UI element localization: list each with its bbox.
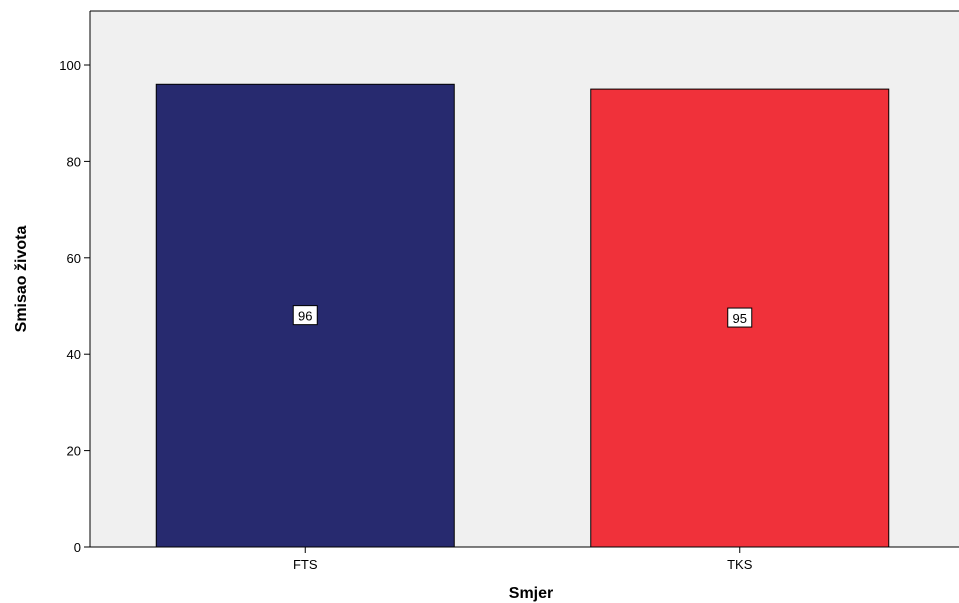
data-label-box <box>292 305 318 326</box>
y-tick-label: 40 <box>67 347 81 362</box>
data-label: 95 <box>733 311 747 326</box>
y-axis-ticks: 0 20 40 60 80 100 <box>59 58 90 555</box>
data-labels: 96 95 <box>292 305 753 328</box>
data-label-box <box>727 307 753 328</box>
x-tick-label: TKS <box>727 557 753 572</box>
y-tick-label: 80 <box>67 154 81 169</box>
y-axis-title: Smisao života <box>13 226 30 333</box>
x-axis-title: Smjer <box>509 585 553 602</box>
data-label: 96 <box>298 309 312 324</box>
x-tick-label: FTS <box>293 557 318 572</box>
x-axis-ticks: FTS TKS <box>293 547 753 572</box>
y-tick-label: 20 <box>67 444 81 459</box>
y-tick-label: 0 <box>74 540 81 555</box>
y-tick-label: 60 <box>67 251 81 266</box>
y-tick-label: 100 <box>59 58 81 73</box>
